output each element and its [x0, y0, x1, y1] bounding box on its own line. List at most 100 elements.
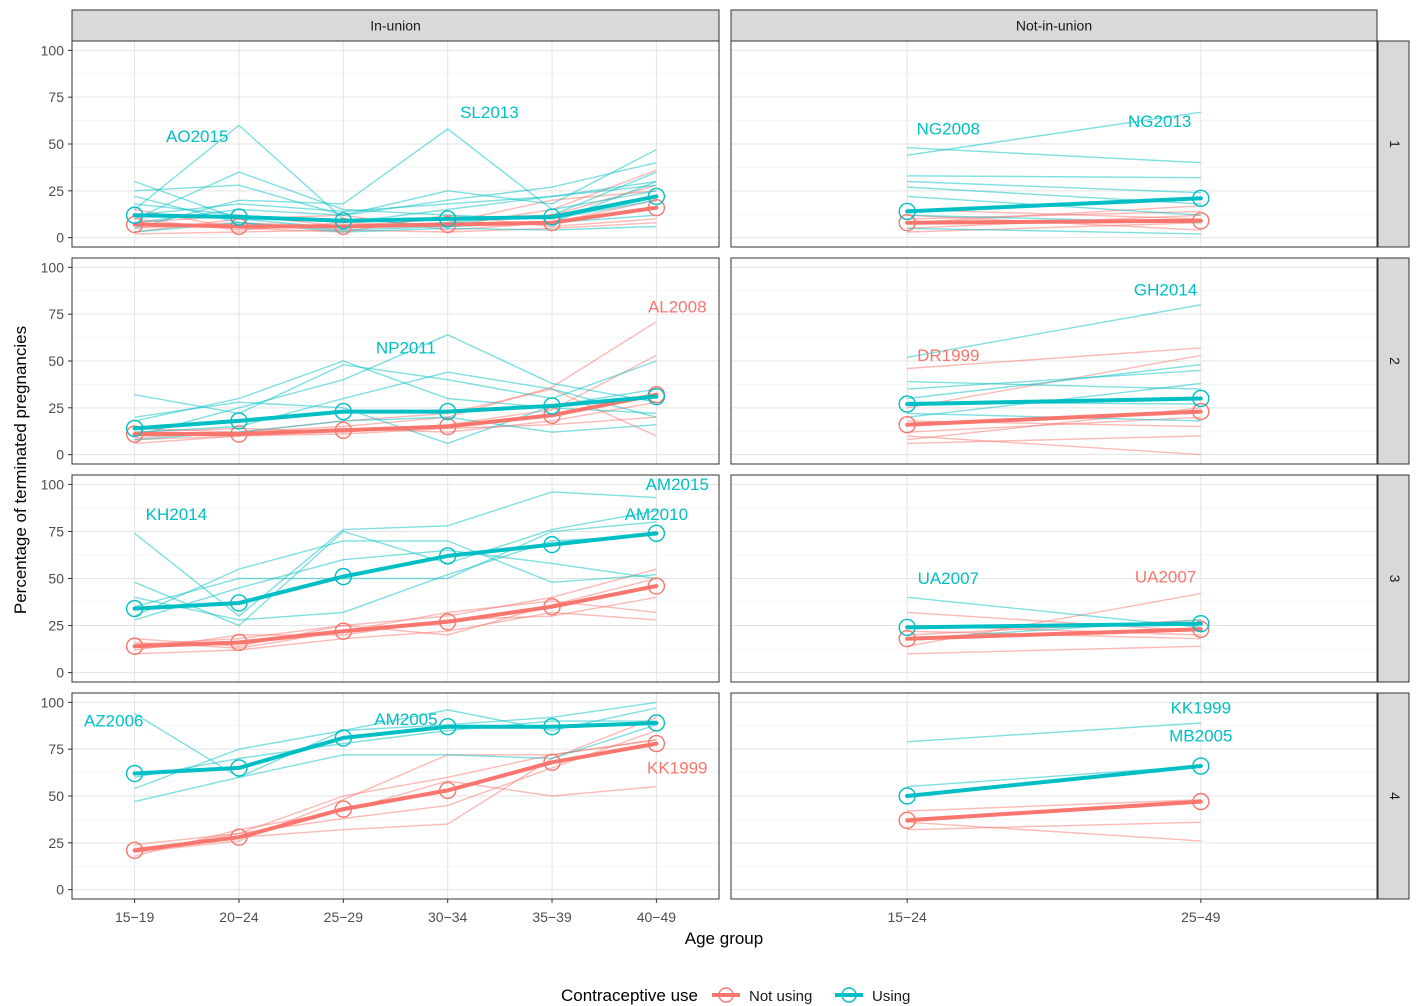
series-line-background	[134, 334, 657, 437]
legend-label: Not using	[749, 988, 812, 1005]
panel-border	[730, 257, 1378, 465]
series-line-background	[134, 222, 657, 235]
y-tick-label: 50	[48, 136, 64, 152]
series-line-background	[134, 510, 657, 627]
y-tick-label: 100	[41, 259, 65, 275]
series-line-background	[907, 369, 1201, 390]
series-line-mean	[905, 627, 1203, 641]
data-point	[898, 395, 916, 413]
series-line-mean	[132, 741, 659, 853]
data-point	[438, 547, 457, 565]
row-strip-label: 1	[1387, 140, 1403, 148]
y-tick-label: 25	[48, 618, 64, 634]
y-tick-label: 100	[41, 476, 65, 492]
y-tick-label: 0	[56, 230, 64, 246]
data-point	[1192, 402, 1210, 421]
data-point	[125, 764, 144, 783]
data-point	[898, 787, 916, 805]
annotation-label: DR1999	[917, 346, 979, 365]
series-line-background	[907, 364, 1201, 400]
row-strip-label: 4	[1387, 792, 1403, 800]
facet-strips: In-union Not-in-union 1 2 3 4	[71, 9, 1410, 900]
legend-label: Using	[872, 988, 910, 1005]
panel-border	[730, 474, 1378, 683]
panel-data: NG2008 NG2013	[898, 111, 1210, 235]
annotation-label: NP2011	[376, 339, 436, 358]
data-point	[230, 425, 248, 443]
data-point	[898, 630, 916, 648]
data-point	[125, 425, 144, 443]
series-line-mean	[905, 409, 1203, 427]
y-tick-label: 100	[41, 42, 65, 58]
series-line-mean	[132, 194, 659, 223]
data-point	[1192, 620, 1210, 639]
annotation-label: UA2007	[1135, 567, 1196, 586]
annotation-label: NG2013	[1128, 112, 1191, 131]
series-line-background	[134, 128, 657, 229]
data-point	[543, 535, 561, 554]
data-point	[543, 598, 561, 616]
column-strip-label: In-union	[370, 18, 421, 34]
row-strip	[1377, 474, 1410, 683]
data-point	[334, 567, 353, 586]
x-tick-label: 15−24	[888, 909, 928, 925]
annotation-label: MB2005	[1169, 727, 1232, 746]
data-point	[230, 828, 248, 846]
x-tick-label: 15−19	[115, 909, 155, 925]
series-line-background	[134, 360, 657, 422]
y-tick-label: 0	[56, 665, 64, 681]
data-point	[1192, 389, 1210, 408]
data-point	[230, 412, 248, 430]
data-point	[898, 202, 916, 221]
data-point	[334, 800, 353, 818]
data-point	[647, 714, 666, 732]
data-point	[647, 524, 666, 543]
facet-panel	[731, 693, 1377, 899]
x-tick-label: 30−34	[428, 909, 468, 925]
panel-data: NP2011 AL2008	[125, 297, 707, 445]
data-point	[230, 594, 248, 612]
x-tick-label: 40−49	[637, 909, 677, 925]
data-point	[438, 613, 457, 631]
x-tick-label: 35−39	[532, 909, 572, 925]
annotation-label: AO2015	[166, 127, 228, 146]
y-tick-label: 50	[48, 353, 64, 369]
series-line-mean	[905, 196, 1203, 214]
y-tick-label: 25	[48, 183, 64, 199]
data-point	[438, 781, 457, 800]
column-strip	[71, 9, 720, 42]
annotation-label: UA2007	[918, 569, 979, 588]
column-strip	[730, 9, 1378, 42]
series-line-background	[907, 222, 1201, 233]
x-axis-label: Age group	[685, 929, 763, 948]
data-point	[898, 213, 916, 232]
data-point	[438, 215, 457, 234]
y-tick-label: 75	[48, 523, 64, 539]
facet-panel	[731, 475, 1377, 682]
data-point	[334, 622, 353, 640]
data-point	[438, 718, 457, 736]
data-point	[334, 217, 353, 236]
series-line-background	[907, 147, 1201, 164]
data-point	[334, 421, 353, 439]
row-strip-label: 3	[1387, 575, 1403, 583]
annotation-label: AM2010	[625, 505, 688, 524]
series-line-background	[134, 577, 657, 646]
annotation-label: AM2015	[646, 475, 709, 494]
data-point	[334, 402, 353, 421]
legend-key-point	[841, 987, 857, 1003]
annotation-label: KH2014	[146, 505, 207, 524]
y-tick-label: 0	[56, 882, 64, 898]
data-point	[1192, 757, 1210, 775]
y-tick-label: 75	[48, 306, 64, 322]
series-line-background	[134, 184, 657, 216]
series-line-background	[134, 171, 657, 220]
series-line-background	[134, 549, 657, 621]
series-line-background	[134, 360, 657, 415]
panel-data: GH2014 DR1999	[898, 280, 1210, 456]
data-point	[1192, 189, 1210, 208]
panel-border	[730, 692, 1378, 900]
series-line-background	[134, 540, 657, 617]
y-tick-label: 25	[48, 835, 64, 851]
